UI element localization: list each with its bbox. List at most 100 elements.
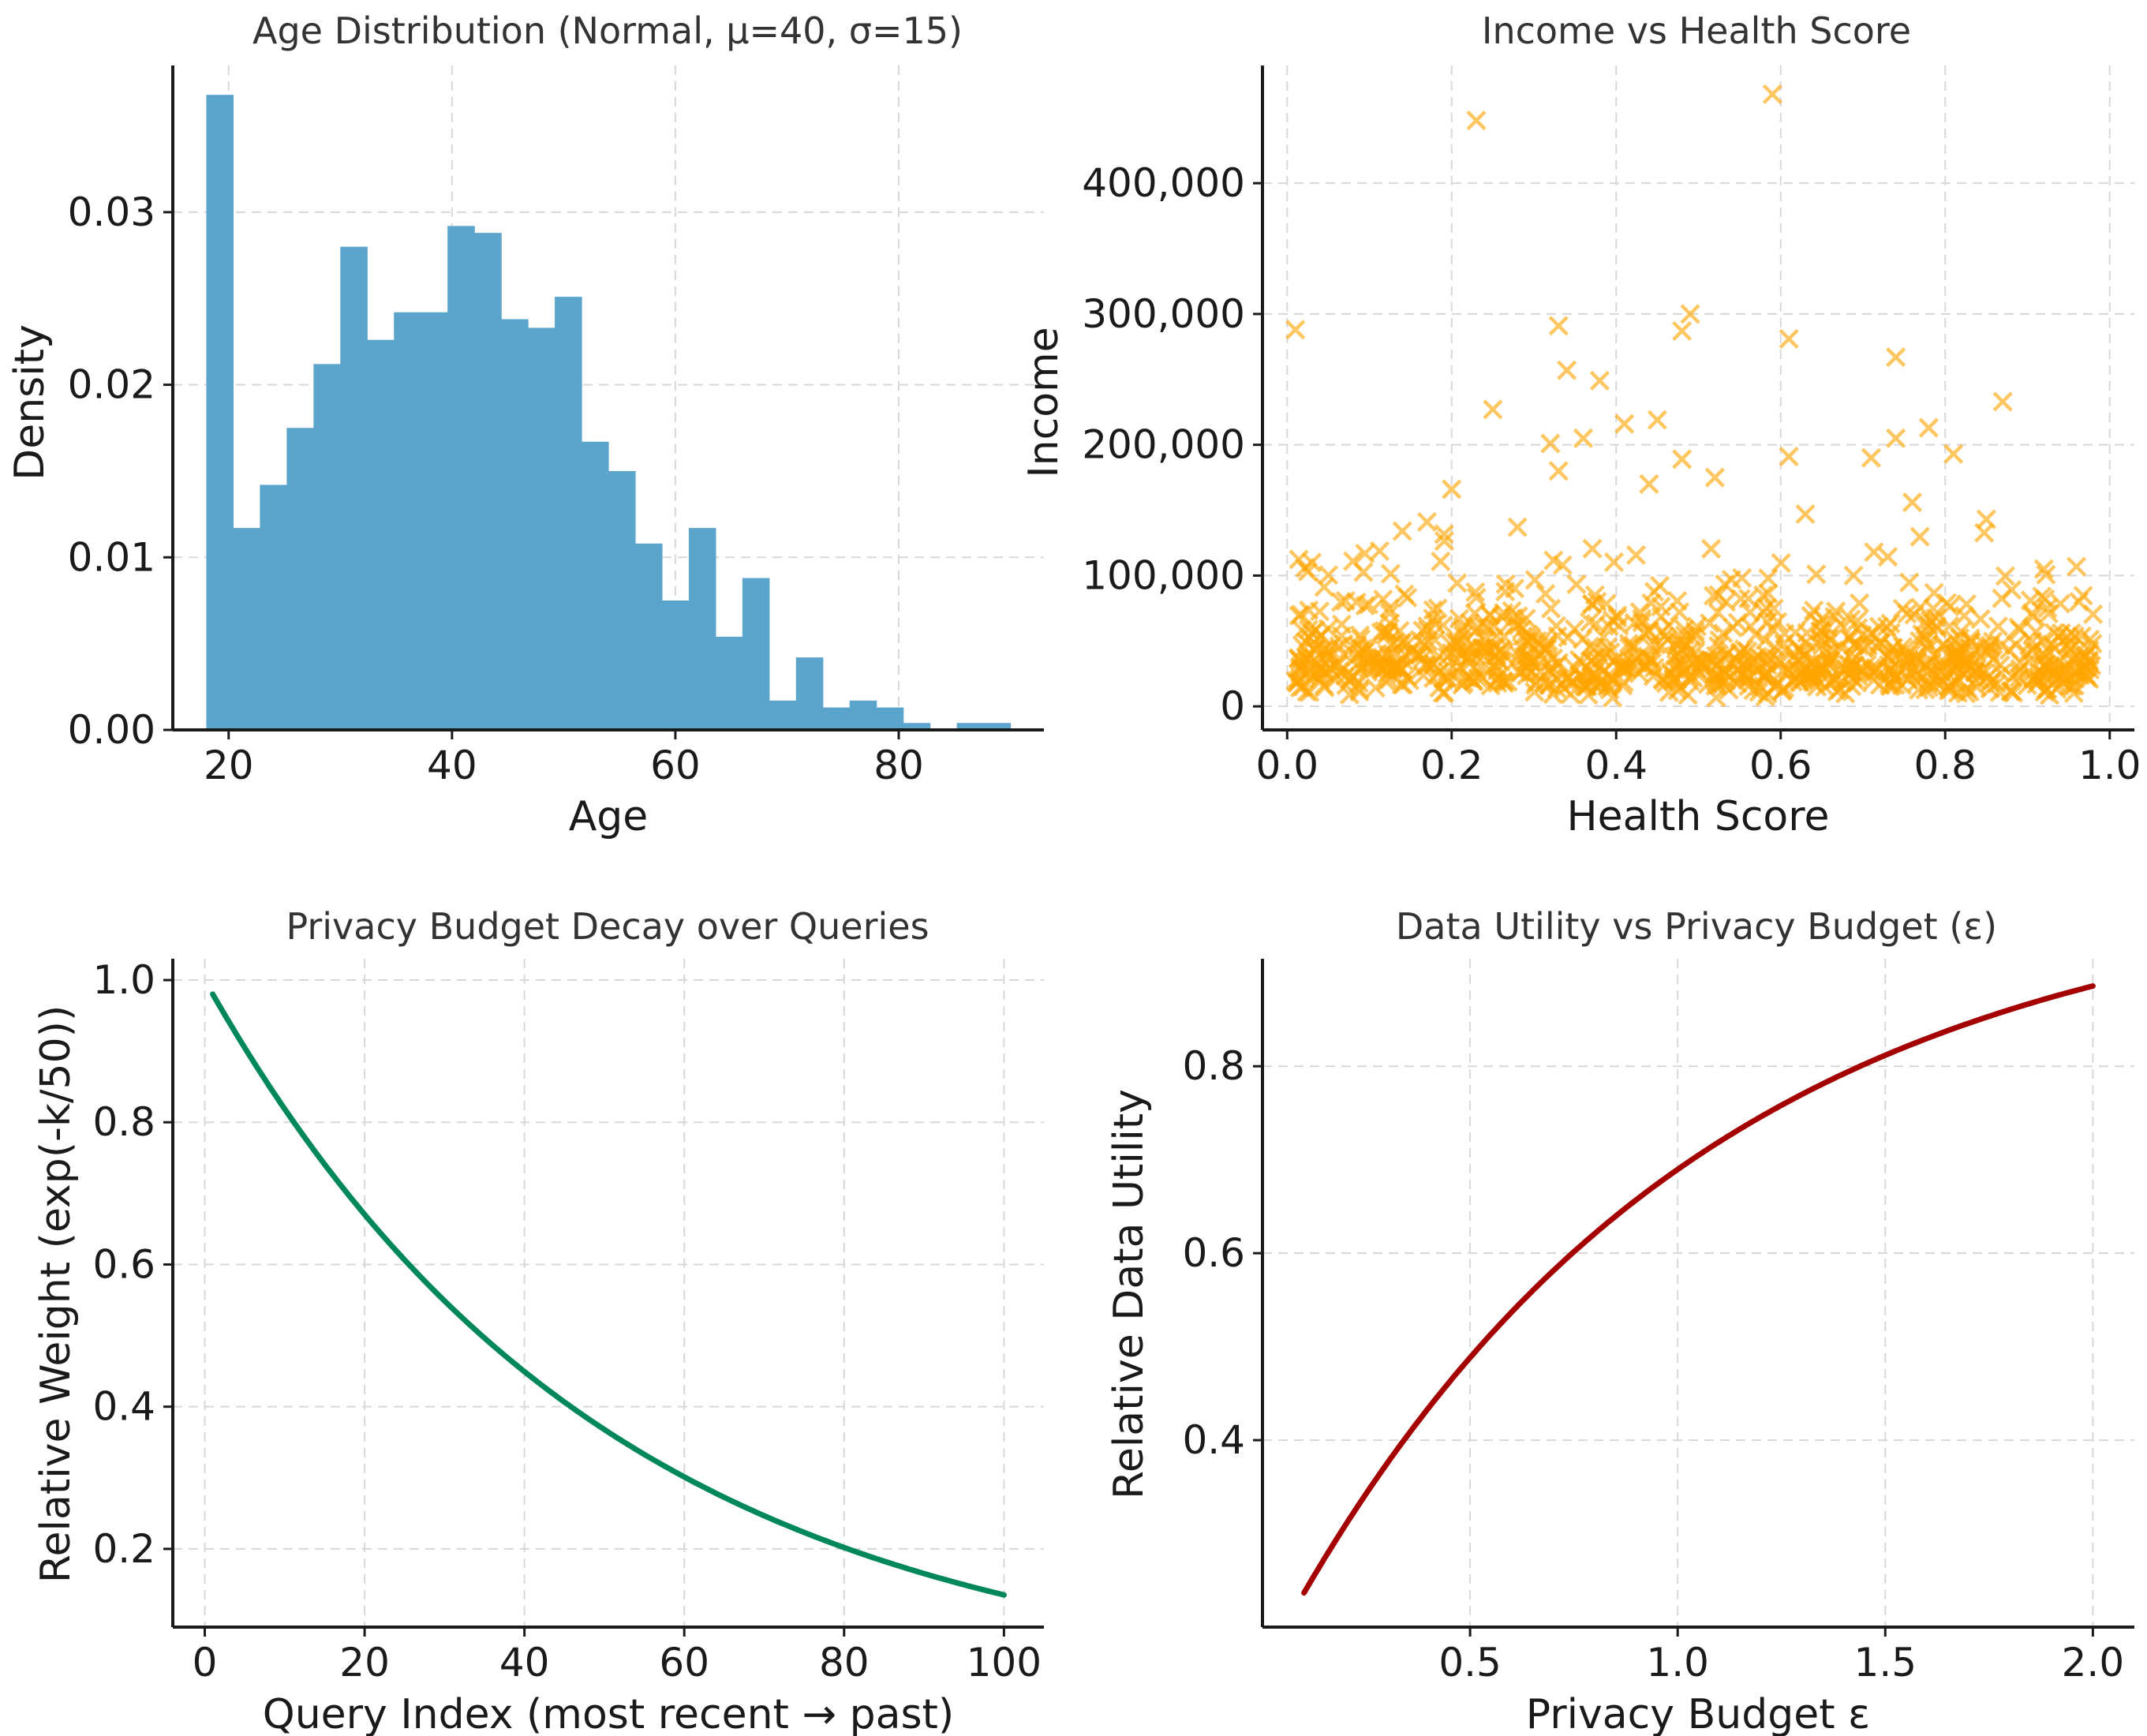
income-point-marker (1548, 316, 1569, 336)
age-x-axis-label: Age (569, 793, 649, 840)
age-x-tick-label: 60 (650, 743, 701, 788)
income-point-marker (1779, 328, 1799, 350)
income-point-marker (1314, 577, 1334, 597)
income-point-marker (1645, 634, 1666, 655)
income-point-marker (1444, 632, 1464, 653)
income-point-marker (1503, 608, 1524, 628)
income-point-marker (2079, 640, 2100, 660)
utility-x-tick-label: 2.0 (2062, 1640, 2125, 1685)
income-point-marker (1812, 608, 1833, 629)
income-point-marker (1417, 616, 1438, 637)
income-point-marker (1709, 630, 1730, 650)
income-point-marker (1546, 615, 1567, 636)
income-y-tick-label: 200,000 (1082, 422, 1245, 468)
utility-x-axis-label: Privacy Budget ε (1526, 1691, 1870, 1736)
income-point-marker (1708, 602, 1728, 623)
income-point-marker (2010, 619, 2030, 640)
age-histogram-bar (421, 312, 448, 730)
income-x-tick-label: 0.2 (1420, 743, 1483, 788)
income-point-marker (1669, 602, 1690, 623)
income-point-marker (1625, 544, 1647, 565)
age-histogram-bar (876, 707, 904, 730)
age-histogram-bar (528, 327, 555, 730)
income-point-marker (1427, 598, 1448, 619)
income-scatter-title: Income vs Health Score (1482, 9, 1911, 52)
decay-title: Privacy Budget Decay over Queries (286, 905, 929, 948)
income-y-tick-label: 400,000 (1082, 160, 1245, 206)
income-point-marker (1379, 603, 1400, 623)
utility-line-panel: Data Utility vs Privacy Budget (ε) 0.5 1.… (1105, 905, 2134, 1736)
income-point-marker (1990, 655, 2010, 675)
income-point-marker (1434, 524, 1454, 544)
income-point-marker (1704, 651, 1724, 672)
income-point-marker (2040, 656, 2061, 676)
income-point-marker (1557, 360, 1577, 380)
income-point-marker (1779, 446, 1799, 467)
age-y-tick-label: 0.02 (68, 362, 155, 408)
income-point-marker (1880, 659, 1901, 679)
age-histogram-bar (582, 441, 609, 730)
income-point-marker (1465, 582, 1486, 602)
income-point-marker (1886, 347, 1906, 368)
income-point-marker (1626, 649, 1647, 670)
income-point-marker (1298, 619, 1318, 640)
income-y-axis-label: Income (1020, 327, 1068, 477)
income-x-tick-label: 0.4 (1584, 743, 1648, 788)
income-point-marker (1730, 589, 1751, 609)
income-point-marker (1672, 320, 1693, 342)
income-point-marker (1588, 672, 1609, 693)
income-point-marker (1991, 635, 2012, 656)
income-point-marker (1762, 619, 1782, 640)
income-point-marker (2008, 662, 2029, 683)
income-point-marker (1394, 584, 1415, 604)
income-point-marker (1380, 563, 1401, 584)
income-point-marker (1743, 680, 1764, 701)
income-point-marker (1659, 682, 1679, 702)
income-point-marker (1466, 660, 1487, 680)
income-point-marker (1936, 593, 1958, 613)
income-point-marker (1346, 645, 1367, 666)
income-point-marker (1976, 509, 1996, 529)
utility-x-tick-label: 0.5 (1438, 1640, 1502, 1685)
income-point-marker (1823, 647, 1843, 668)
income-point-marker (1675, 660, 1696, 680)
age-histogram-bar (742, 578, 770, 730)
income-point-marker (1330, 592, 1352, 612)
income-point-marker (1374, 621, 1394, 642)
income-point-marker (1826, 601, 1846, 622)
income-point-marker (1806, 564, 1827, 585)
age-histogram-bar (340, 246, 368, 730)
income-point-marker (1357, 661, 1378, 682)
age-histogram-bar (555, 297, 582, 730)
income-point-marker (1902, 492, 1923, 513)
income-point-marker (1647, 410, 1667, 430)
income-point-marker (1315, 645, 1336, 666)
income-point-marker (1788, 638, 1808, 659)
income-point-marker (2060, 639, 2081, 660)
age-histogram-bar (688, 528, 716, 730)
income-point-marker (1391, 658, 1412, 679)
income-x-tick-label: 0.8 (1913, 743, 1977, 788)
income-point-marker (1982, 670, 2003, 690)
income-point-marker (1540, 433, 1561, 454)
utility-y-tick-label: 0.4 (1182, 1417, 1245, 1463)
income-point-marker (1305, 619, 1326, 641)
income-point-marker (1504, 578, 1525, 599)
income-point-marker (1680, 641, 1701, 661)
income-point-marker (1493, 671, 1513, 691)
age-histogram-bar (447, 226, 475, 730)
income-point-marker (1926, 645, 1947, 665)
income-point-marker (1691, 657, 1711, 677)
income-point-marker (1494, 627, 1514, 647)
income-point-marker (1507, 517, 1528, 537)
age-y-axis-label: Density (6, 324, 54, 481)
age-histogram-bar (715, 636, 743, 730)
age-histogram-bar (394, 312, 421, 730)
income-point-marker (1789, 664, 1809, 685)
decay-y-tick-label: 1.0 (92, 957, 155, 1003)
income-point-marker (1315, 677, 1335, 698)
income-point-marker (1970, 608, 1991, 630)
income-point-marker (1758, 583, 1779, 604)
decay-line-panel: Privacy Budget Decay over Queries 0 20 40 6… (32, 905, 1044, 1736)
income-point-marker (1820, 673, 1840, 694)
